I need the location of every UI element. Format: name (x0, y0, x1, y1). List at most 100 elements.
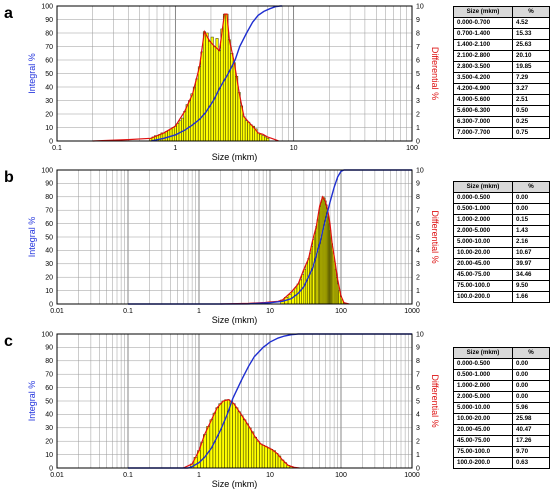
size-range-cell: 20.00-45.00 (453, 258, 513, 270)
percent-cell: 0.00 (512, 358, 550, 370)
y-right-axis-label: Differential % (430, 210, 440, 263)
percent-cell: 0.00 (512, 192, 550, 204)
y-right-tick-label: 5 (416, 234, 420, 241)
table-row: 4.900-5.600 2.51 (453, 94, 550, 106)
y-left-tick-label: 30 (45, 98, 53, 105)
size-range-cell: 2.800-3.500 (453, 61, 513, 73)
size-range-cell: 45.00-75.00 (453, 435, 513, 447)
y-right-tick-label: 1 (416, 452, 420, 459)
histogram-bar (197, 66, 201, 142)
y-right-tick-label: 2 (416, 111, 420, 118)
percent-column-header: % (512, 347, 550, 359)
y-left-tick-label: 90 (45, 17, 53, 24)
percent-cell: 0.63 (512, 457, 550, 469)
table-row: 0.000-0.500 0.00 (453, 192, 550, 204)
percent-cell: 0.00 (512, 391, 550, 403)
x-tick-label: 1000 (404, 472, 420, 479)
percent-column-header: % (512, 6, 550, 18)
histogram-bar (167, 129, 171, 142)
size-range-cell: 4.900-5.600 (453, 94, 513, 106)
percent-cell: 4.52 (512, 17, 550, 29)
size-range-cell: 2.100-2.800 (453, 50, 513, 62)
histogram-bar (190, 93, 194, 142)
histogram-bar (162, 132, 166, 142)
histogram-bar (210, 36, 214, 142)
x-tick-label: 1 (173, 145, 177, 152)
y-right-tick-label: 10 (416, 331, 424, 338)
size-range-cell: 0.000-0.500 (453, 192, 513, 204)
y-left-tick-label: 100 (41, 331, 53, 338)
histogram-bar (215, 38, 219, 142)
table-row: 6.300-7.000 0.25 (453, 116, 550, 128)
histogram-bar (251, 431, 255, 469)
size-range-cell: 3.500-4.200 (453, 72, 513, 84)
table-row: 0.700-1.400 15.33 (453, 28, 550, 40)
percent-cell: 0.25 (512, 116, 550, 128)
histogram-bar (208, 40, 212, 142)
y-left-tick-label: 80 (45, 358, 53, 365)
y-right-tick-label: 5 (416, 398, 420, 405)
y-right-tick-label: 7 (416, 44, 420, 51)
y-right-tick-label: 6 (416, 385, 420, 392)
percent-cell: 34.46 (512, 269, 550, 281)
size-range-cell: 4.200-4.900 (453, 83, 513, 95)
table-row: 7.000-7.700 0.75 (453, 127, 550, 139)
y-left-tick-label: 60 (45, 221, 53, 228)
size-range-cell: 1.000-2.000 (453, 380, 513, 392)
percent-cell: 0.50 (512, 105, 550, 117)
y-right-axis-label: Differential % (430, 374, 440, 427)
percent-cell: 0.15 (512, 214, 550, 226)
size-range-cell: 45.00-75.00 (453, 269, 513, 281)
size-range-cell: 0.000-0.700 (453, 17, 513, 29)
size-range-cell: 5.600-6.300 (453, 105, 513, 117)
percent-cell: 25.98 (512, 413, 550, 425)
histogram-bar (213, 46, 217, 142)
y-left-tick-label: 90 (45, 181, 53, 188)
y-right-tick-label: 8 (416, 358, 420, 365)
histogram-bar (202, 31, 206, 142)
y-left-tick-label: 70 (45, 44, 53, 51)
size-range-cell: 75.00-100.0 (453, 280, 513, 292)
y-left-tick-label: 30 (45, 425, 53, 432)
percent-cell: 40.47 (512, 424, 550, 436)
size-range-cell: 75.00-100.0 (453, 446, 513, 458)
y-left-tick-label: 30 (45, 261, 53, 268)
y-left-tick-label: 80 (45, 194, 53, 201)
table-row: 2.000-5.000 0.00 (453, 391, 550, 403)
size-range-cell: 100.0-200.0 (453, 291, 513, 303)
x-tick-label: 1 (197, 472, 201, 479)
percent-cell: 25.63 (512, 39, 550, 51)
y-right-tick-label: 7 (416, 372, 420, 379)
y-left-tick-label: 70 (45, 208, 53, 215)
y-left-tick-label: 10 (45, 288, 53, 295)
panel-letter: a (4, 5, 13, 22)
y-right-tick-label: 1 (416, 288, 420, 295)
y-left-tick-label: 100 (41, 167, 53, 174)
histogram-bar (192, 86, 196, 142)
grid (56, 169, 412, 305)
y-right-tick-label: 4 (416, 248, 420, 255)
table-header-row: Size (mkm)% (453, 181, 550, 193)
table-row: 3.500-4.200 7.29 (453, 72, 550, 84)
histogram-bar (309, 252, 312, 305)
y-right-tick-label: 9 (416, 17, 420, 24)
x-tick-label: 10 (290, 145, 298, 152)
x-tick-label: 10 (266, 308, 274, 315)
size-range-cell: 20.00-45.00 (453, 424, 513, 436)
size-range-cell: 1.000-2.000 (453, 214, 513, 226)
histogram-bar (272, 450, 276, 469)
percent-cell: 2.16 (512, 236, 550, 248)
size-range-cell: 7.000-7.700 (453, 127, 513, 139)
y-left-tick-label: 40 (45, 84, 53, 91)
histogram-bar (232, 62, 236, 142)
size-range-cell: 0.000-0.500 (453, 358, 513, 370)
table-row: 5.000-10.00 2.16 (453, 236, 550, 248)
size-distribution-table-a: Size (mkm)% 0.000-0.700 4.52 0.700-1.400 15.… (453, 6, 550, 139)
size-column-header: Size (mkm) (453, 181, 513, 193)
histogram-bar (237, 411, 241, 469)
histogram-bar (203, 434, 207, 469)
table-row: 0.000-0.500 0.00 (453, 358, 550, 370)
